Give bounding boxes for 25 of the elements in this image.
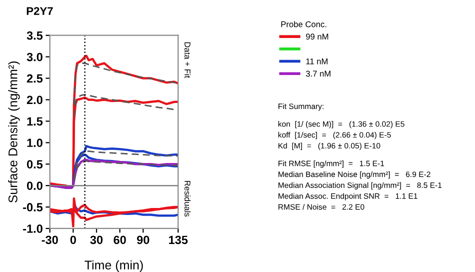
legend-label: 11 nM [306, 58, 328, 64]
legend-label: 99 nM [306, 34, 328, 40]
chart-title: P2Y7 [26, 7, 53, 15]
y-tick-label: 0.0 [26, 182, 42, 190]
y-tick-label: 1.0 [27, 138, 42, 148]
text: Data + Fit [184, 42, 191, 78]
x-axis-title: Time (min) [84, 260, 143, 272]
legend-label: 3.7 nM [306, 70, 330, 77]
x-tick-label: 30 [90, 236, 103, 244]
text: Residuals [184, 180, 191, 217]
y-tick-label: -0.5 [23, 203, 43, 212]
x-tick-label: 60 [114, 236, 126, 244]
y-tick-label: 3.0 [26, 52, 42, 62]
y-tick-label: 1.5 [27, 117, 43, 126]
legend-title: Probe Conc. [281, 21, 326, 28]
y-tick-label: 3.5 [26, 31, 43, 40]
x-tick-label: 0 [70, 236, 76, 244]
y-tick-label: -1.0 [23, 224, 42, 233]
y-tick-label: 0.5 [26, 160, 43, 168]
x-tick-label: 90 [136, 236, 150, 244]
y-tick-label: 2.0 [26, 96, 42, 104]
x-tick-label: -30 [42, 236, 58, 244]
y-axis-title: Surface Density (ng/mm²) [8, 61, 20, 203]
x-tick-label: 135 [169, 236, 188, 244]
y-tick-label: 2.5 [26, 74, 43, 83]
